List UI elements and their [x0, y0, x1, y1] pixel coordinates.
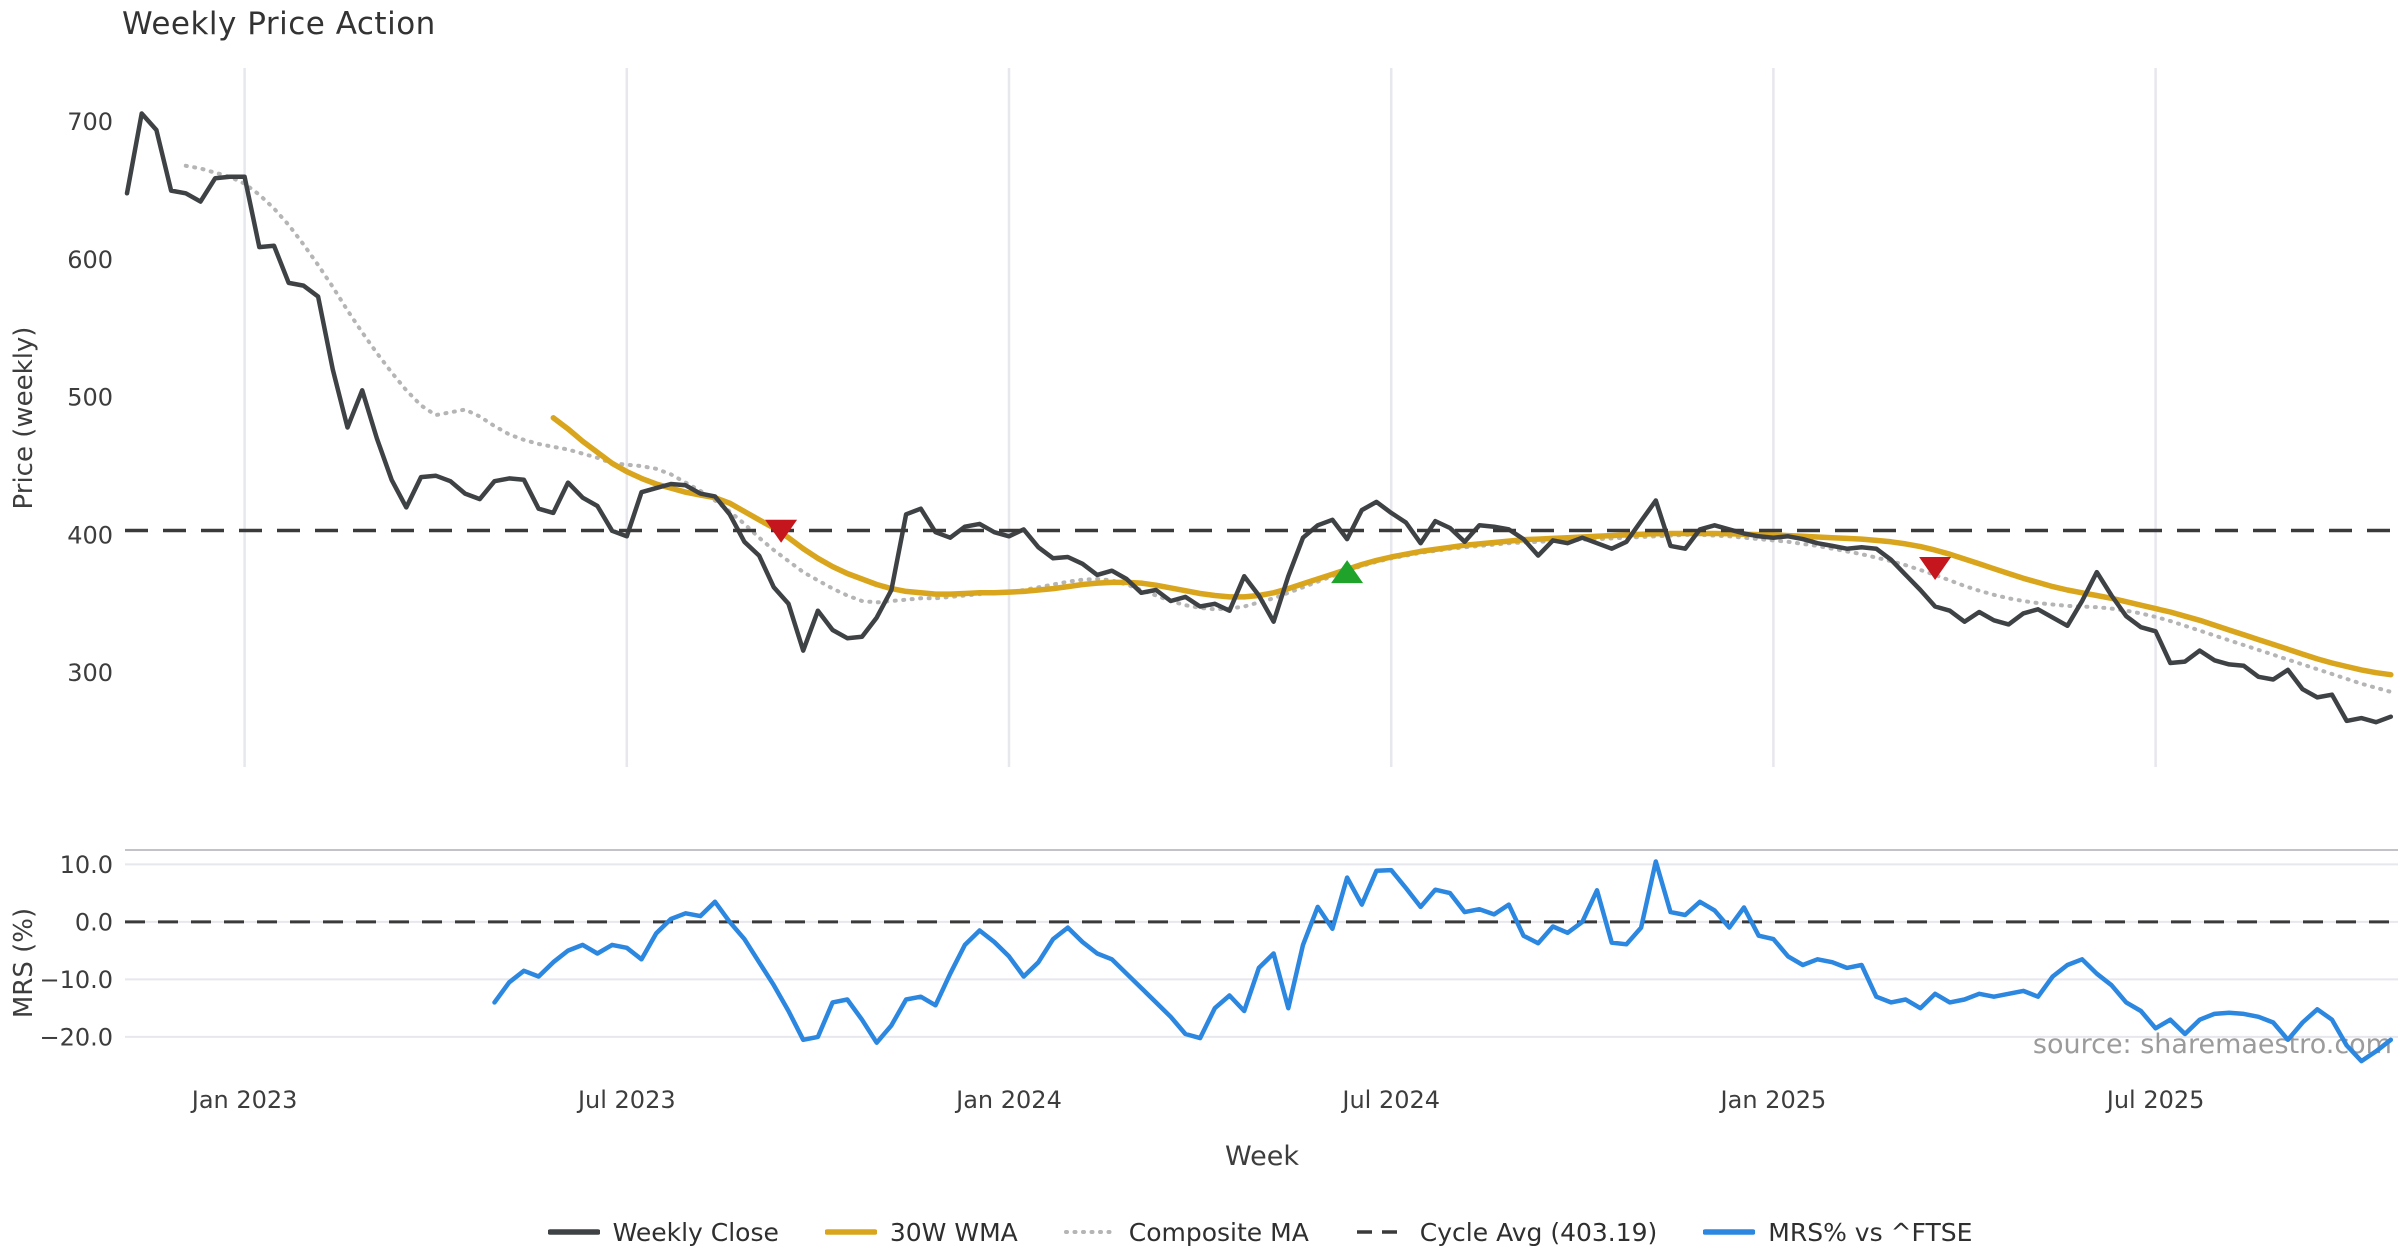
composite-ma-line [183, 163, 2393, 694]
source-watermark: source: sharemaestro.com [2033, 1029, 2392, 1060]
legend-item: Composite MA [1063, 1217, 1309, 1247]
legend-item: Weekly Close [547, 1217, 779, 1247]
price-axis-label: Price (weekly) [9, 327, 39, 510]
legend-label: Cycle Avg (403.19) [1419, 1217, 1658, 1247]
mrs-ytick-label: 10.0 [60, 851, 113, 879]
mrs-ytick-label: −10.0 [39, 966, 113, 994]
x-tick-label: Jul 2025 [2105, 1086, 2205, 1114]
x-axis-label: Week [1225, 1141, 1299, 1172]
mrs-axis-label: MRS (%) [9, 908, 39, 1018]
wma-line [550, 415, 2394, 678]
solid-line-swatch-icon [1703, 1229, 1756, 1235]
price-ytick-label: 600 [67, 246, 113, 274]
price-ytick-label: 500 [67, 384, 113, 412]
price-ytick-label: 300 [67, 659, 113, 687]
sell-signal-marker [765, 519, 798, 543]
dashed-line-swatch-icon [1356, 1230, 1405, 1234]
x-tick-label: Jan 2023 [190, 1086, 298, 1114]
price-ytick-label: 400 [67, 521, 113, 549]
legend-label: Composite MA [1128, 1217, 1309, 1247]
legend-item: 30W WMA [824, 1217, 1018, 1247]
sell-signal-marker [1919, 557, 1952, 580]
mrs-line [492, 859, 2394, 1064]
mrs-ytick-label: 0.0 [75, 908, 113, 936]
buy-signal-marker [1331, 560, 1364, 584]
price-ytick-label: 700 [67, 108, 113, 136]
legend-label: 30W WMA [889, 1217, 1018, 1247]
chart-title: Weekly Price Action [122, 6, 436, 42]
x-tick-label: Jan 2025 [1719, 1086, 1827, 1114]
x-tick-label: Jul 2023 [576, 1086, 676, 1114]
dotted-line-swatch-icon [1063, 1230, 1116, 1234]
legend-label: MRS% vs ^FTSE [1768, 1217, 1973, 1247]
solid-line-swatch-icon [824, 1229, 877, 1235]
weekly-close-line [124, 111, 2394, 725]
solid-line-swatch-icon [547, 1229, 600, 1235]
mrs-ytick-label: −20.0 [39, 1023, 113, 1051]
x-tick-label: Jul 2024 [1340, 1086, 1440, 1114]
legend-item: MRS% vs ^FTSE [1703, 1218, 1972, 1247]
legend-label: Weekly Close [612, 1217, 779, 1247]
legend-item: Cycle Avg (403.19) [1355, 1217, 1658, 1247]
legend: Weekly Close 30W WMA Composite MA Cycle Avg… [120, 1210, 2400, 1254]
x-tick-label: Jan 2024 [954, 1086, 1062, 1114]
